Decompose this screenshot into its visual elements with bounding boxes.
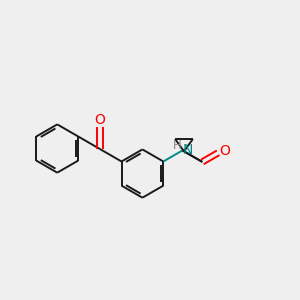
Text: N: N xyxy=(183,143,193,158)
Text: O: O xyxy=(94,113,105,128)
Text: H: H xyxy=(173,139,182,152)
Text: O: O xyxy=(219,144,230,158)
